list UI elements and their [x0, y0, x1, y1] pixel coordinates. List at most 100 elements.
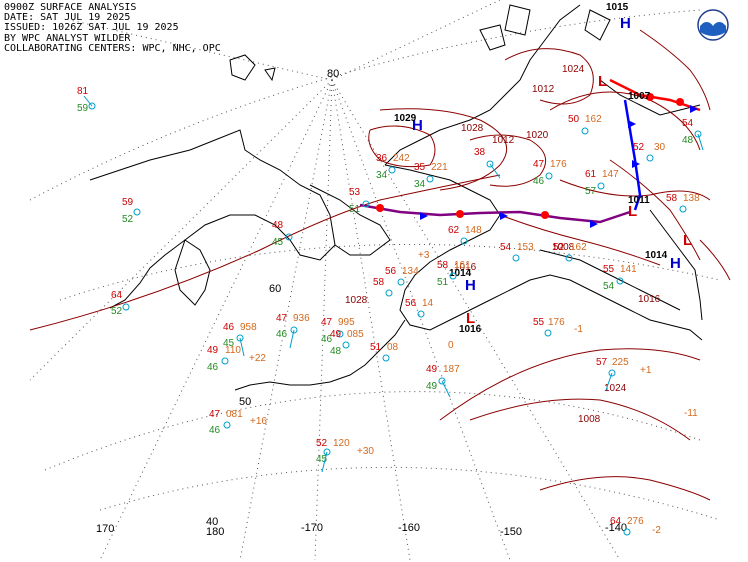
svg-text:1016: 1016 [638, 294, 661, 305]
svg-text:51: 51 [349, 204, 361, 215]
svg-text:+22: +22 [249, 353, 266, 364]
svg-text:148: 148 [465, 225, 482, 236]
station-plot: 54 153 [500, 242, 534, 262]
station-plot: 50 162 [568, 114, 602, 135]
svg-text:08: 08 [387, 342, 399, 353]
svg-text:H: H [670, 255, 681, 272]
lon-label: -160 [398, 522, 420, 534]
svg-text:58: 58 [666, 193, 678, 204]
svg-text:153: 153 [517, 242, 534, 253]
svg-text:14: 14 [422, 298, 434, 309]
svg-text:49: 49 [426, 364, 438, 375]
header-line: BY WPC ANALYST WILDER [4, 32, 131, 44]
svg-text:141: 141 [620, 264, 637, 275]
cold-front [623, 99, 642, 211]
high-pressure-center: H 1014 [449, 255, 681, 279]
svg-text:1014: 1014 [645, 250, 668, 261]
svg-text:52: 52 [111, 306, 123, 317]
svg-text:120: 120 [333, 438, 350, 449]
chukotka-coast [309, 184, 391, 256]
station-plot: 46 45 958 [223, 322, 257, 349]
svg-text:958: 958 [240, 322, 257, 333]
lat-label: 80 [327, 68, 339, 80]
svg-text:59: 59 [122, 197, 134, 208]
station-plot: 52 162 [553, 242, 587, 262]
station-plot: 49 48 085 [330, 329, 364, 357]
kamchatka-coast [174, 239, 211, 306]
svg-text:110: 110 [225, 345, 241, 356]
svg-text:58: 58 [437, 260, 449, 271]
svg-text:134: 134 [402, 266, 419, 277]
header-line: DATE: SAT JUL 19 2025 [4, 12, 131, 24]
station-plot: 48 45 [272, 220, 293, 248]
svg-text:225: 225 [612, 357, 629, 368]
station-plot: 35 34 221 [414, 162, 448, 190]
station-plot: 47 46 081 [209, 409, 243, 436]
low-pressure-center: L [466, 310, 475, 327]
svg-text:L: L [628, 203, 637, 220]
svg-text:46: 46 [209, 425, 221, 436]
svg-text:46: 46 [321, 334, 333, 345]
station-plot: 36 34 242 [376, 153, 410, 181]
svg-text:38: 38 [474, 147, 486, 158]
svg-text:+3: +3 [418, 250, 430, 261]
station-plot: 58 51 161 [437, 260, 471, 288]
svg-text:0: 0 [448, 340, 454, 351]
svg-text:47: 47 [321, 317, 333, 328]
svg-text:1012: 1012 [492, 135, 515, 146]
svg-text:1016: 1016 [459, 324, 482, 335]
lon-label: -170 [301, 522, 323, 534]
svg-text:1011: 1011 [628, 195, 650, 206]
svg-text:936: 936 [293, 313, 310, 324]
svg-text:30: 30 [654, 142, 666, 153]
svg-text:H: H [412, 117, 423, 134]
svg-text:45: 45 [272, 237, 284, 248]
station-plot: 38 [474, 147, 494, 168]
svg-text:53: 53 [349, 187, 361, 198]
header-text: 0900Z SURFACE ANALYSIS DATE: SAT JUL 19 … [4, 2, 221, 54]
low-pressure-center: L 1007 [598, 73, 651, 102]
fronts [359, 78, 701, 228]
header-line: ISSUED: 1026Z SAT JUL 19 2025 [4, 22, 179, 34]
svg-text:45: 45 [316, 454, 328, 465]
station-plot: 59 52 [122, 197, 141, 225]
arctic-islands [229, 4, 611, 82]
svg-text:46: 46 [207, 362, 219, 373]
svg-text:176: 176 [550, 159, 567, 170]
svg-text:51: 51 [437, 277, 449, 288]
graticule [29, 0, 721, 561]
svg-text:161: 161 [454, 260, 471, 271]
header-line: COLLABORATING CENTERS: WPC, NHC, OPC [4, 42, 221, 54]
svg-text:H: H [465, 277, 476, 294]
svg-text:L: L [683, 232, 692, 249]
svg-text:47: 47 [209, 409, 221, 420]
svg-text:187: 187 [443, 364, 460, 375]
svg-text:49: 49 [330, 329, 342, 340]
station-plot: 57 225 [596, 357, 629, 377]
svg-text:1007: 1007 [628, 91, 651, 102]
svg-text:36: 36 [376, 153, 388, 164]
coastlines [89, 4, 703, 391]
svg-text:L: L [466, 310, 475, 327]
svg-text:1008: 1008 [552, 242, 575, 253]
svg-text:54: 54 [682, 118, 694, 129]
svg-text:221: 221 [431, 162, 448, 173]
svg-text:-1: -1 [574, 324, 583, 335]
aleutian-chain [234, 319, 406, 391]
svg-text:64: 64 [610, 516, 622, 527]
svg-text:49: 49 [207, 345, 219, 356]
svg-text:59: 59 [77, 103, 89, 114]
station-plot: 47 46 176 [533, 159, 567, 187]
svg-text:1028: 1028 [345, 295, 368, 306]
high-pressure-center: H 1016 [459, 277, 482, 335]
north-american-coast-east [649, 209, 703, 321]
svg-text:52: 52 [316, 438, 328, 449]
lon-label: -140 [605, 522, 627, 534]
station-plot: 49 46 110 [207, 345, 241, 373]
station-plot: 58 [373, 277, 393, 297]
svg-text:54: 54 [603, 281, 615, 292]
svg-text:-2: -2 [652, 525, 661, 536]
